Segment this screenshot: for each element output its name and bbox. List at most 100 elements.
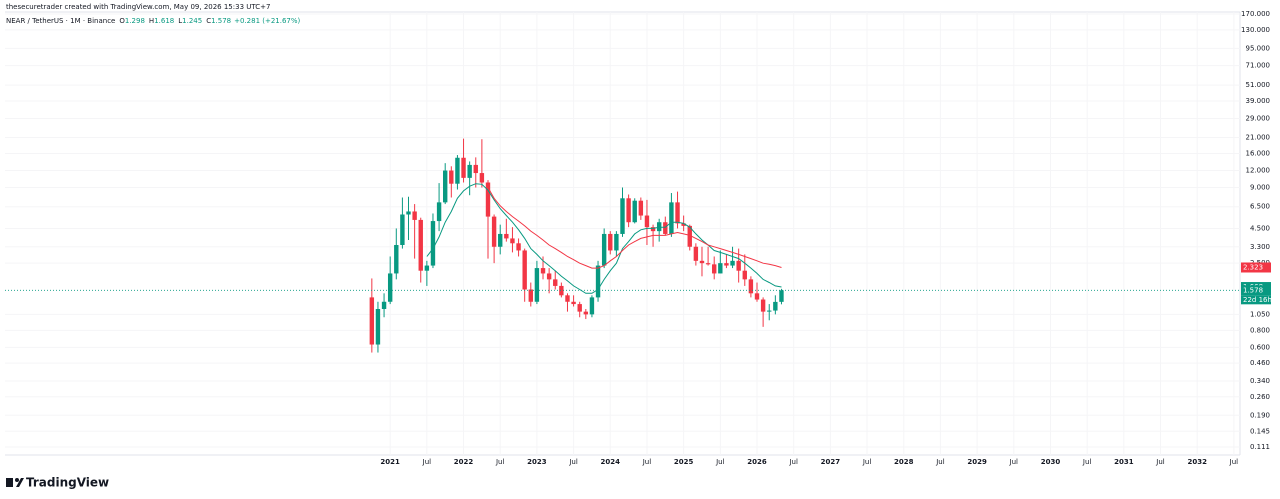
status-line: NEAR / TetherUS · 1M · Binance O1.298 H1.6… bbox=[6, 17, 301, 25]
status-value: 1.298 bbox=[125, 17, 145, 25]
candle-body bbox=[522, 250, 527, 290]
candle-body bbox=[748, 279, 754, 294]
y-tick-label: 12.000 bbox=[1246, 167, 1271, 175]
candle-body bbox=[626, 198, 631, 223]
candle-body bbox=[381, 301, 387, 310]
y-tick-label: 6.500 bbox=[1250, 203, 1270, 211]
candle-body bbox=[773, 301, 778, 311]
y-tick-label: 0.190 bbox=[1250, 411, 1270, 419]
candle-body bbox=[724, 263, 729, 266]
candle-body bbox=[406, 211, 411, 215]
candle-body bbox=[510, 238, 515, 244]
candle-body bbox=[589, 297, 595, 315]
candle-body bbox=[699, 260, 705, 264]
last-price-tag-bg bbox=[1241, 285, 1271, 296]
moving-average bbox=[426, 183, 782, 294]
x-tick-label: 2032 bbox=[1187, 458, 1207, 466]
candle-body bbox=[595, 265, 601, 298]
candle-body bbox=[412, 211, 417, 220]
x-tick-label: 2031 bbox=[1114, 458, 1134, 466]
candle-body bbox=[387, 273, 393, 302]
y-tick-label: 71.000 bbox=[1246, 62, 1271, 70]
candle-body bbox=[583, 311, 589, 315]
y-tick-label: 0.111 bbox=[1250, 443, 1270, 451]
candle-body bbox=[663, 222, 668, 234]
x-tick-label: 2026 bbox=[747, 458, 767, 466]
status-key: C bbox=[206, 17, 211, 25]
ma-value-tag-bg bbox=[1241, 262, 1271, 273]
candle-body bbox=[473, 164, 478, 174]
candle-body bbox=[736, 260, 741, 271]
logo-mark bbox=[15, 478, 19, 482]
y-tick-label: 0.260 bbox=[1250, 393, 1270, 401]
countdown-bg bbox=[1241, 295, 1271, 305]
x-tick-label: Jul bbox=[422, 458, 432, 466]
candle-body bbox=[608, 233, 613, 251]
status-value: 1.578 bbox=[211, 17, 231, 25]
candle-body bbox=[760, 299, 766, 312]
x-tick-label: Jul bbox=[1082, 458, 1092, 466]
x-tick-label: Jul bbox=[1229, 458, 1239, 466]
candle-body bbox=[601, 233, 607, 266]
status-key: L bbox=[178, 17, 182, 25]
x-tick-label: 2030 bbox=[1041, 458, 1061, 466]
status-key: O bbox=[119, 17, 125, 25]
candle-body bbox=[540, 268, 546, 274]
candle-body bbox=[718, 263, 723, 274]
candle-body bbox=[767, 310, 772, 312]
y-tick-label: 1.050 bbox=[1250, 310, 1270, 318]
candle-body bbox=[675, 202, 680, 224]
y-tick-label: 170.000 bbox=[1241, 10, 1270, 18]
y-tick-label: 51.000 bbox=[1246, 81, 1271, 89]
y-tick-label: 39.000 bbox=[1246, 97, 1271, 105]
candle-body bbox=[669, 202, 674, 234]
brand: TradingView bbox=[26, 476, 109, 490]
candle-body bbox=[742, 270, 747, 280]
x-tick-label: Jul bbox=[568, 458, 578, 466]
candle-body bbox=[559, 285, 564, 296]
ma-value-tag: 2.323 bbox=[1243, 263, 1263, 271]
y-tick-label: 130.000 bbox=[1241, 26, 1270, 34]
x-tick-label: 2027 bbox=[821, 458, 841, 466]
candle-body bbox=[656, 222, 662, 232]
x-tick-label: Jul bbox=[1155, 458, 1165, 466]
candle-body bbox=[479, 173, 485, 183]
candle-body bbox=[442, 170, 448, 203]
status-value: 1.245 bbox=[182, 17, 202, 25]
candle-body bbox=[449, 170, 454, 184]
y-tick-label: 29.000 bbox=[1246, 114, 1271, 122]
x-tick-label: 2023 bbox=[527, 458, 547, 466]
candle-body bbox=[754, 293, 760, 300]
candle-body bbox=[394, 244, 399, 274]
y-tick-label: 95.000 bbox=[1246, 44, 1271, 52]
x-tick-label: 2025 bbox=[674, 458, 694, 466]
candle-body bbox=[620, 198, 625, 234]
x-tick-label: 2029 bbox=[967, 458, 987, 466]
candle-body bbox=[614, 233, 619, 251]
candle-body bbox=[534, 268, 540, 302]
candle-body bbox=[632, 200, 637, 223]
y-tick-label: 3.300 bbox=[1250, 243, 1270, 251]
y-tick-label: 21.000 bbox=[1246, 133, 1271, 141]
candle-body bbox=[461, 157, 466, 178]
candle-body bbox=[779, 290, 784, 302]
candle-body bbox=[375, 309, 381, 345]
candle-body bbox=[644, 215, 650, 228]
candle-body bbox=[528, 289, 533, 302]
candle-body bbox=[546, 273, 552, 280]
candle-body bbox=[712, 264, 717, 274]
candle-body bbox=[485, 182, 491, 217]
candle-body bbox=[467, 164, 472, 178]
candle-body bbox=[436, 202, 442, 222]
y-tick-label: 9.000 bbox=[1250, 184, 1270, 192]
candle-body bbox=[491, 216, 497, 247]
brand-logo: TradingView bbox=[6, 476, 109, 490]
candle-body bbox=[430, 221, 436, 266]
candle-body bbox=[504, 233, 509, 239]
y-tick-label: 0.145 bbox=[1250, 427, 1270, 435]
y-tick-label: 0.800 bbox=[1250, 326, 1270, 334]
x-tick-label: Jul bbox=[642, 458, 652, 466]
y-tick-label: 0.340 bbox=[1250, 377, 1270, 385]
